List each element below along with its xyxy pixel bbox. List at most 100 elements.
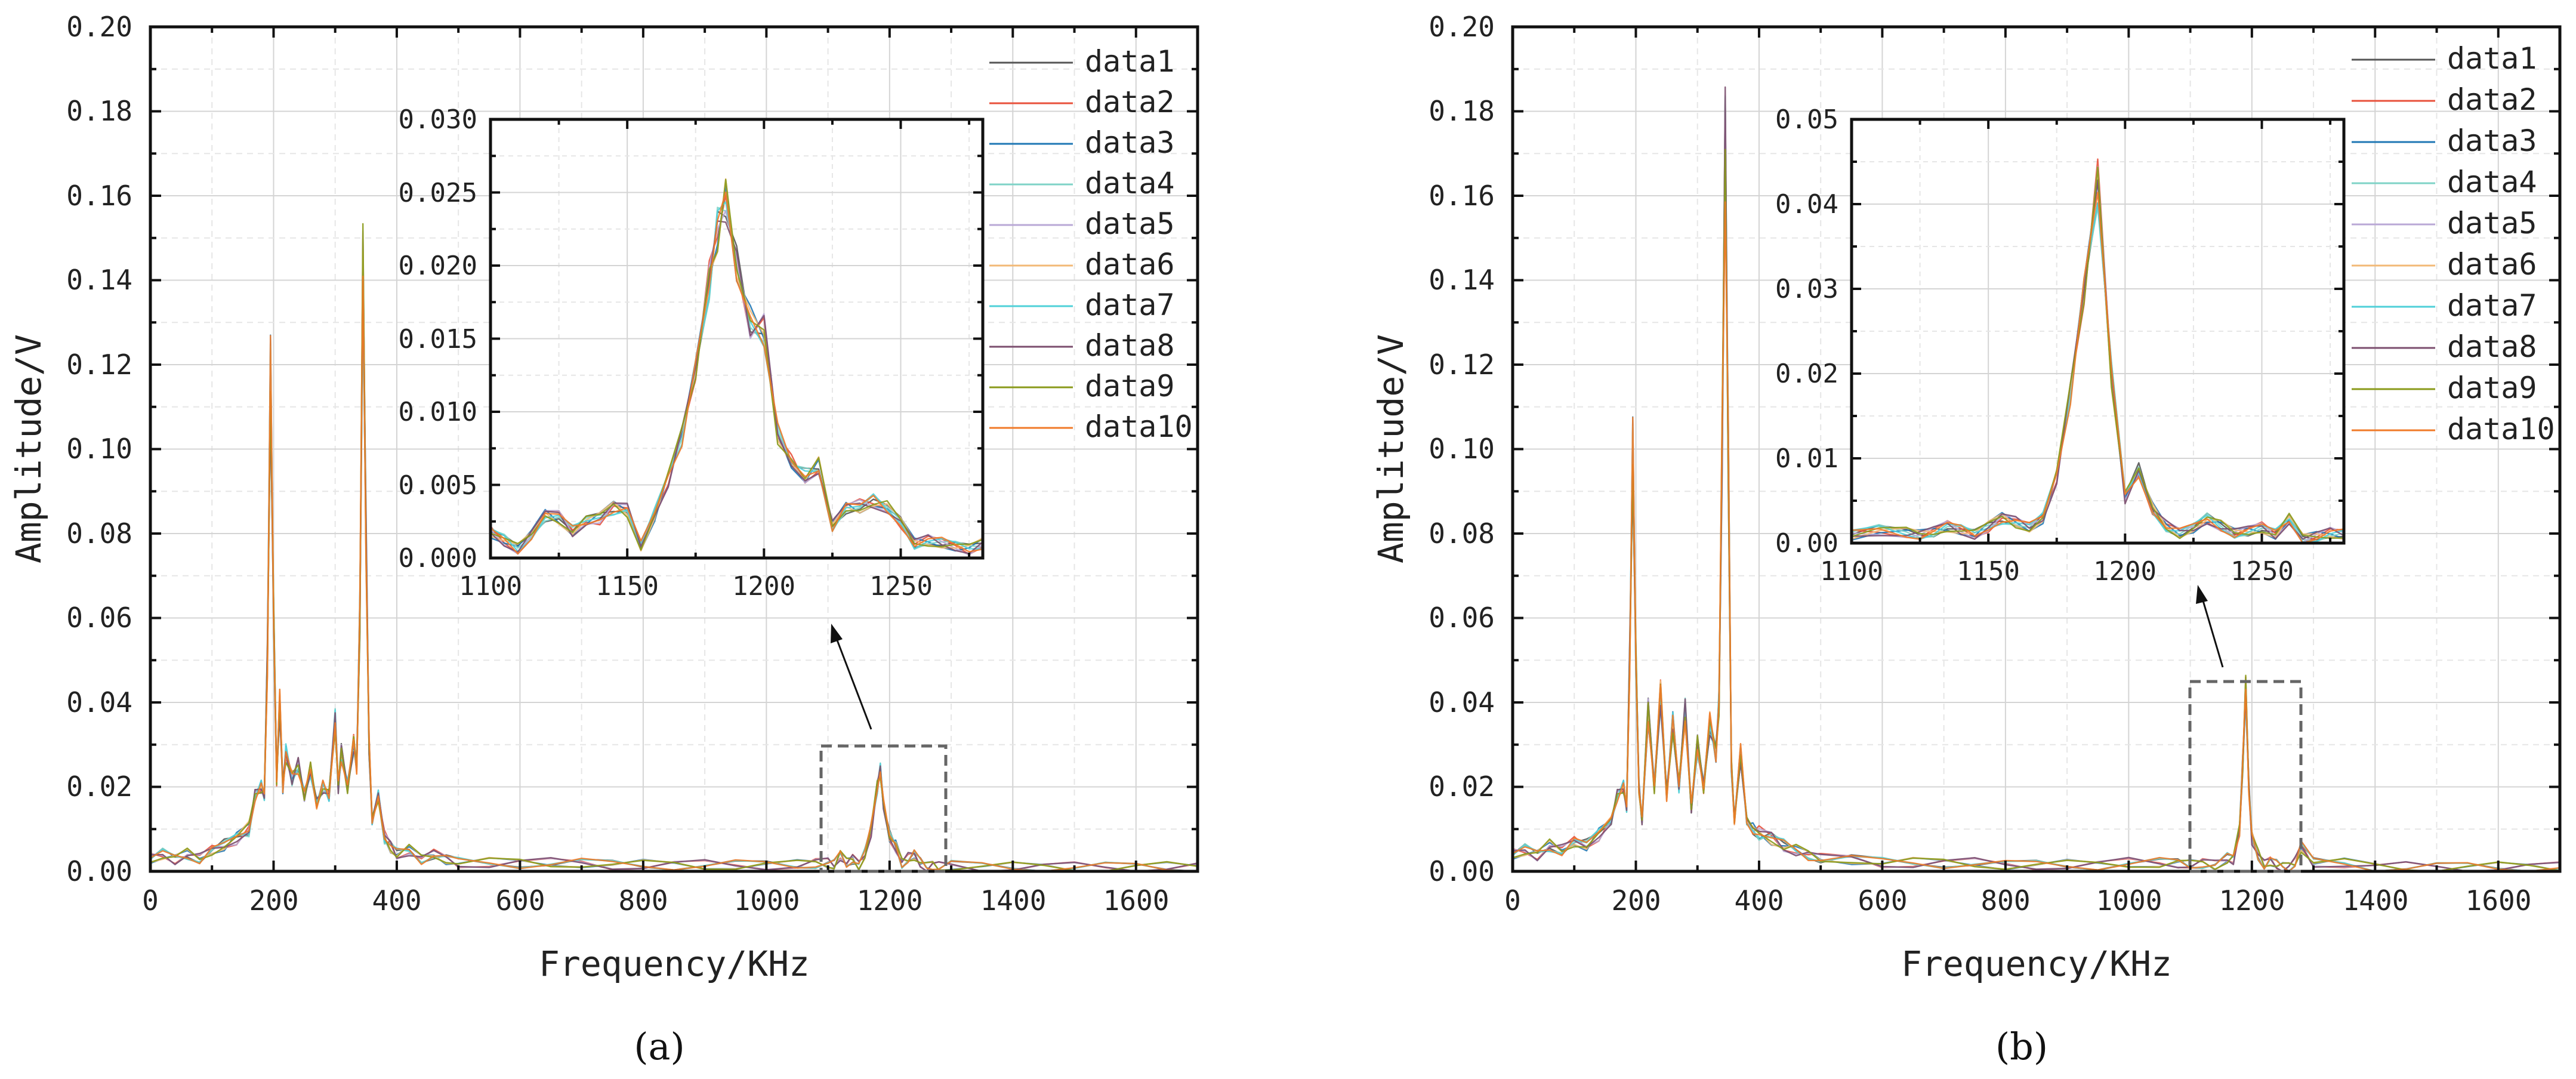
- legend-entry: data9: [1085, 369, 1175, 403]
- y-tick-label: 0.08: [1429, 517, 1495, 550]
- x-tick-label: 600: [495, 884, 545, 917]
- series-lines: [1512, 86, 2560, 873]
- y-axis-label: Amplitude/V: [1371, 334, 1411, 563]
- x-tick-label: 1600: [1103, 884, 1170, 917]
- inset-y-tick-label: 0.010: [399, 397, 477, 427]
- inset-series-line-data10: [490, 191, 983, 554]
- zoom-arrow: [834, 635, 872, 730]
- y-tick-label: 0.14: [66, 264, 132, 296]
- inset-x-tick-label: 1200: [732, 571, 795, 602]
- inset-y-tick-label: 0.03: [1775, 274, 1838, 304]
- inset-y-tick-label: 0.01: [1775, 443, 1838, 474]
- y-tick-label: 0.04: [1429, 686, 1495, 719]
- inset-x-tick-label: 1100: [1820, 556, 1883, 587]
- zoom-arrow-head: [2196, 585, 2208, 604]
- inset-x-tick-label: 1250: [2231, 556, 2294, 587]
- x-tick-label: 1400: [2343, 884, 2409, 917]
- inset-series-lines: [1851, 158, 2344, 544]
- inset-x-tick-label: 1150: [1957, 556, 2020, 587]
- inset-y-tick-label: 0.04: [1775, 189, 1838, 220]
- y-tick-label: 0.00: [66, 855, 132, 887]
- inset-y-tick-labels: 0.000 0.005 0.010 0.015 0.020 0.025 0.03…: [399, 104, 477, 574]
- series-line-data10: [150, 275, 1198, 873]
- panel-caption: (a): [634, 1025, 684, 1068]
- zoom-arrow-head: [831, 624, 843, 643]
- x-tick-label: 400: [1734, 884, 1784, 917]
- legend-entry: data10: [2447, 412, 2555, 446]
- legend-entry: data5: [2447, 206, 2537, 241]
- x-tick-label: 1200: [2219, 884, 2285, 917]
- inset-series-line-data9: [490, 178, 983, 551]
- legend-entry: data8: [2447, 329, 2537, 364]
- x-tick-label: 1400: [980, 884, 1047, 917]
- y-tick-label: 0.06: [1429, 602, 1495, 634]
- x-tick-label: 200: [249, 884, 298, 917]
- inset-y-tick-label: 0.05: [1775, 104, 1838, 135]
- x-tick-label: 0: [1504, 884, 1521, 917]
- inset-x-tick-label: 1200: [2093, 556, 2157, 587]
- inset-y-tick-label: 0.005: [399, 470, 477, 501]
- inset-series-line-data10: [1851, 192, 2344, 544]
- inset-ticks: [489, 118, 983, 559]
- legend: data1 data2 data3 data4 data5 data6 data…: [989, 44, 1193, 444]
- x-tick-label: 800: [618, 884, 668, 917]
- inset-y-tick-label: 0.020: [399, 251, 477, 281]
- inset-y-tick-labels: 0.00 0.01 0.02 0.03 0.04 0.05: [1775, 104, 1838, 559]
- y-tick-label: 0.14: [1429, 264, 1495, 296]
- inset-x-tick-label: 1100: [459, 571, 522, 602]
- axis-ticks: [1511, 26, 2561, 873]
- legend-entry: data6: [2447, 247, 2537, 282]
- y-tick-label: 0.20: [1429, 11, 1495, 43]
- inset-x-tick-label: 1250: [869, 571, 933, 602]
- inset-y-tick-label: 0.00: [1775, 528, 1838, 559]
- inset-x-tick-labels: 1100 1150 1200 1250: [1820, 556, 2294, 587]
- y-tick-label: 0.06: [66, 602, 132, 634]
- y-tick-labels: 0.00 0.02 0.04 0.06 0.08 0.10 0.12 0.14 …: [1429, 11, 1495, 887]
- inset-series-lines: [490, 178, 983, 556]
- legend-entry: data7: [2447, 288, 2537, 323]
- x-tick-label: 600: [1858, 884, 1907, 917]
- inset-ticks: [1850, 118, 2344, 544]
- x-tick-label: 200: [1611, 884, 1661, 917]
- legend-entry: data8: [1085, 328, 1175, 363]
- legend: data1 data2 data3 data4 data5 data6 data…: [2352, 41, 2555, 446]
- y-tick-label: 0.12: [66, 349, 132, 381]
- y-tick-label: 0.12: [1429, 349, 1495, 381]
- y-tick-label: 0.16: [66, 180, 132, 212]
- panel-caption: (b): [1995, 1025, 2048, 1068]
- legend-entry: data3: [2447, 124, 2537, 158]
- series-lines: [150, 223, 1198, 873]
- x-tick-label: 400: [372, 884, 421, 917]
- y-axis-label: Amplitude/V: [8, 334, 49, 563]
- legend-entry: data10: [1085, 409, 1193, 444]
- legend-entry: data1: [1085, 44, 1175, 79]
- zoom-region-box: [2188, 680, 2303, 873]
- y-tick-label: 0.16: [1429, 180, 1495, 212]
- inset-y-tick-label: 0.025: [399, 178, 477, 208]
- legend-entry: data6: [1085, 247, 1175, 282]
- x-tick-label: 800: [1980, 884, 2030, 917]
- y-tick-label: 0.08: [66, 517, 132, 550]
- x-axis-label: Frequency/KHz: [1901, 944, 2172, 984]
- y-tick-label: 0.10: [66, 433, 132, 465]
- zoom-region-box: [819, 744, 948, 873]
- series-line-data10: [1512, 201, 2560, 873]
- legend-entry: data9: [2447, 371, 2537, 405]
- inset-y-tick-label: 0.015: [399, 324, 477, 354]
- inset: 0.00 0.01 0.02 0.03 0.04 0.05 1100 1150 …: [1775, 104, 2346, 587]
- y-tick-label: 0.18: [66, 95, 132, 127]
- y-tick-label: 0.10: [1429, 433, 1495, 465]
- inset-x-tick-label: 1150: [596, 571, 659, 602]
- x-tick-label: 0: [142, 884, 159, 917]
- y-tick-labels: 0.00 0.02 0.04 0.06 0.08 0.10 0.12 0.14 …: [66, 11, 132, 887]
- panel-a: 0.00 0.02 0.04 0.06 0.08 0.10 0.12 0.14 …: [8, 11, 1199, 1068]
- y-tick-label: 0.18: [1429, 95, 1495, 127]
- x-tick-label: 1000: [2096, 884, 2162, 917]
- x-tick-labels: 0 200 400 600 800 1000 1200 1400 1600: [1504, 884, 2531, 917]
- y-tick-label: 0.00: [1429, 855, 1495, 887]
- inset-y-tick-label: 0.030: [399, 104, 477, 135]
- legend-entry: data3: [1085, 125, 1175, 160]
- legend-entry: data2: [1085, 85, 1175, 119]
- y-tick-label: 0.04: [66, 686, 132, 719]
